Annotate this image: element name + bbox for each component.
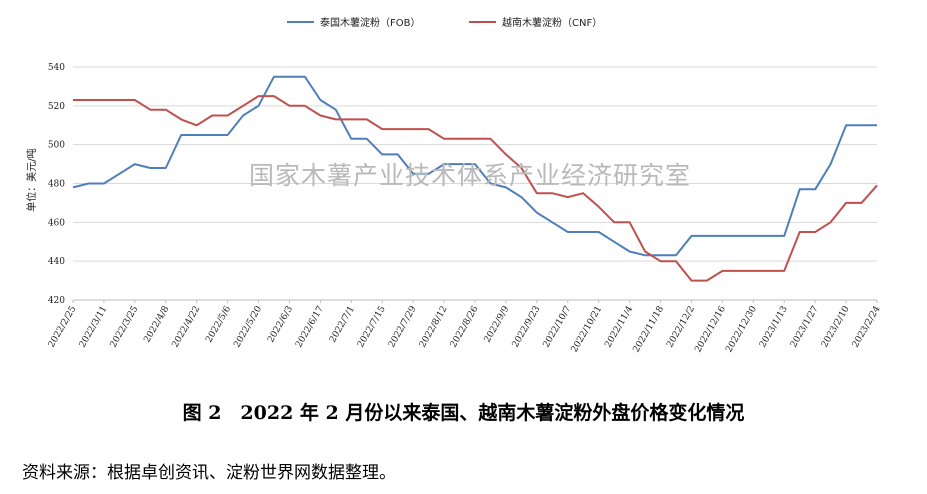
series-line-2 [73,95,878,282]
x-tick-label: 2022/4/22 [171,305,203,350]
y-tick-label: 420 [48,296,65,306]
watermark-text: 国家木薯产业技术体系产业经济研究室 [249,161,691,190]
x-tick-label: 2022/8/12 [418,305,450,350]
data-source-note: 资料来源：根据卓创资讯、淀粉世界网数据整理。 [22,463,396,483]
x-tick-label: 2022/10/21 [570,305,605,355]
x-tick-label: 2022/4/8 [142,304,171,344]
horizontal-gridlines [73,66,877,262]
x-tick-label: 2022/5/20 [232,304,264,349]
x-tick-label: 2023/2/10 [820,304,852,349]
x-tick-label: 2022/6/3 [266,304,295,344]
legend-label-1: 泰国木薯淀粉（FOB） [320,16,420,29]
y-axis-label: 单位：美元/吨 [25,148,38,211]
y-axis-tick-labels: 420 440 460 480 500 520 540 [48,63,65,306]
y-tick-label: 540 [48,63,65,73]
series-lines [72,75,878,282]
x-tick-label: 2022/7/29 [387,304,419,349]
x-tick-label: 2022/9/23 [511,304,543,349]
x-tick-label: 2022/12/30 [724,304,759,354]
x-tick-label: 2022/2/25 [47,304,79,349]
x-tick-label: 2023/2/24 [851,304,883,349]
legend-label-2: 越南木薯淀粉（CNF） [502,16,602,29]
x-tick-label: 2022/12/16 [693,304,728,354]
y-tick-label: 460 [48,218,65,228]
x-tick-label: 2022/7/1 [328,305,357,345]
x-tick-label: 2022/5/6 [204,304,233,344]
x-tick-label: 2022/10/7 [542,304,574,349]
x-tick-label: 2022/3/25 [109,304,141,349]
y-tick-label: 500 [48,141,65,151]
series-line-1 [72,75,877,257]
x-tick-label: 2022/8/26 [449,304,481,349]
chart-legend: 泰国木薯淀粉（FOB） 越南木薯淀粉（CNF） [287,16,602,29]
x-tick-label: 2022/3/11 [78,305,110,350]
y-tick-label: 520 [48,102,65,112]
x-tick-label: 2022/11/18 [632,304,667,354]
x-tick-label: 2022/7/15 [356,304,388,349]
x-tick-label: 2022/9/9 [483,304,512,344]
x-tick-label: 2022/6/17 [294,304,326,349]
x-tick-label: 2022/11/4 [603,304,635,349]
figure-caption: 图 2 2022 年 2 月份以来泰国、越南木薯淀粉外盘价格变化情况 [182,402,745,424]
x-tick-label: 2022/12/2 [665,305,697,350]
x-axis-tick-labels: 2022/2/25 2022/3/11 2022/3/25 2022/4/8 2022/… [47,300,883,354]
x-tick-label: 2023/1/13 [758,304,790,349]
x-tick-label: 2023/1/27 [789,304,821,349]
y-tick-label: 480 [48,180,65,190]
price-line-chart: 泰国木薯淀粉（FOB） 越南木薯淀粉（CNF） 420 440 460 480 500 52… [25,16,883,354]
y-tick-label: 440 [48,257,65,267]
